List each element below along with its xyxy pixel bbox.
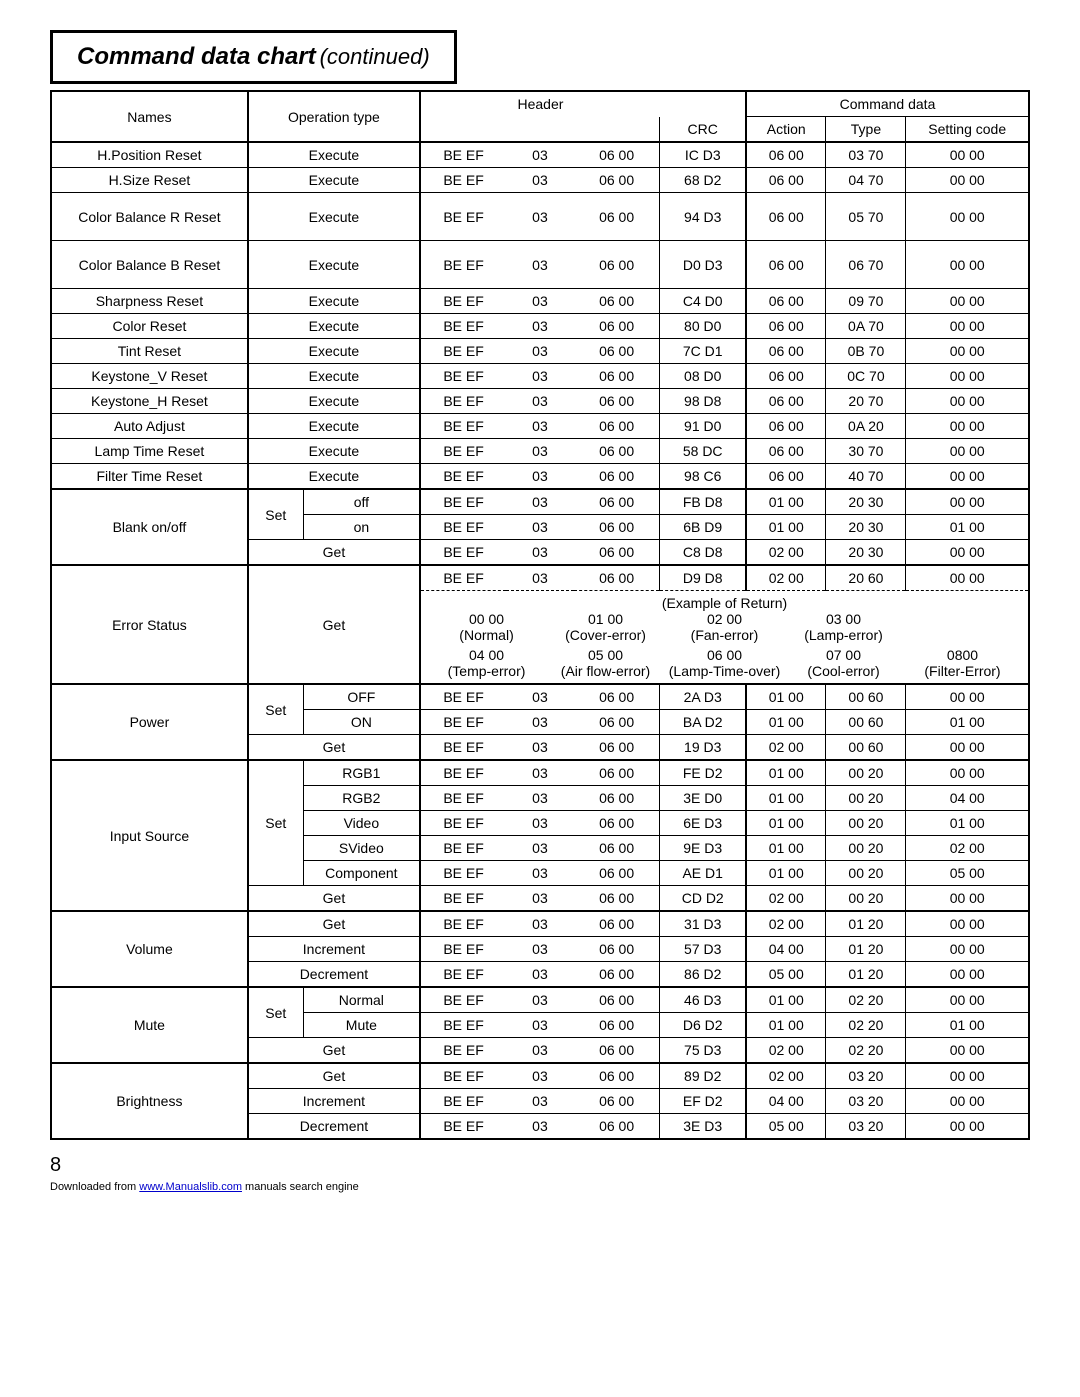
- th-header: Header: [420, 91, 660, 117]
- footer-link[interactable]: www.Manualslib.com: [139, 1181, 242, 1193]
- table-row: Sharpness ResetExecuteBE EF0306 00C4 D00…: [51, 289, 1029, 314]
- page-number: 8: [50, 1154, 1030, 1177]
- page-title-continued: (continued): [320, 44, 430, 69]
- table-row: Power Set OFF BE EF0306 00 2A D3 01 0000…: [51, 684, 1029, 710]
- table-row: H.Position ResetExecuteBE EF0306 00IC D3…: [51, 142, 1029, 168]
- footer: Downloaded from www.Manualslib.com manua…: [50, 1181, 1030, 1193]
- table-row: Keystone_H ResetExecuteBE EF0306 0098 D8…: [51, 389, 1029, 414]
- table-row: Tint ResetExecuteBE EF0306 007C D106 000…: [51, 339, 1029, 364]
- table-row: Brightness Get BE EF0306 00 89 D2 02 000…: [51, 1063, 1029, 1089]
- th-crc: CRC: [660, 117, 746, 143]
- th-command-data: Command data: [746, 91, 1029, 117]
- table-row: H.Size ResetExecuteBE EF0306 0068 D206 0…: [51, 168, 1029, 193]
- table-row: Blank on/off Set off BE EF 03 06 00 FB D…: [51, 489, 1029, 515]
- page-title-main: Command data chart: [77, 43, 316, 70]
- command-data-table: Names Operation type Header Command data…: [50, 90, 1030, 1140]
- table-row: Mute Set Normal BE EF0306 00 46 D3 01 00…: [51, 987, 1029, 1013]
- table-row: Error Status Get BE EF0306 00 D9 D8 02 0…: [51, 565, 1029, 591]
- table-row: Color Balance B ResetExecuteBE EF0306 00…: [51, 241, 1029, 289]
- table-row: Volume Get BE EF0306 00 31 D3 02 0001 20…: [51, 911, 1029, 937]
- th-type: Type: [826, 117, 906, 143]
- table-row: Lamp Time ResetExecuteBE EF0306 0058 DC0…: [51, 439, 1029, 464]
- table-row: Input Source Set RGB1 BE EF0306 00 FE D2…: [51, 760, 1029, 786]
- th-operation: Operation type: [248, 91, 420, 142]
- table-row: Keystone_V ResetExecuteBE EF0306 0008 D0…: [51, 364, 1029, 389]
- th-action: Action: [746, 117, 826, 143]
- page-title-box: Command data chart (continued): [50, 30, 457, 84]
- th-setting-code: Setting code: [906, 117, 1029, 143]
- table-row: Color ResetExecuteBE EF0306 0080 D006 00…: [51, 314, 1029, 339]
- table-row: Color Balance R ResetExecuteBE EF0306 00…: [51, 193, 1029, 241]
- table-row: Auto AdjustExecuteBE EF0306 0091 D006 00…: [51, 414, 1029, 439]
- table-row: Filter Time ResetExecuteBE EF0306 0098 C…: [51, 464, 1029, 490]
- example-of-return: (Example of Return) 00 00(Normal)01 00(C…: [420, 591, 1029, 685]
- th-names: Names: [51, 91, 248, 142]
